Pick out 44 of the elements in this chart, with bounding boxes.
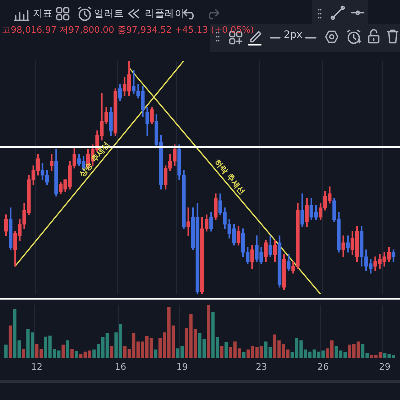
bar [70,349,74,358]
bar [344,352,347,358]
bar [356,342,360,358]
bar [180,346,184,358]
bar [13,309,17,358]
bar [273,334,277,358]
bar [312,350,316,358]
bar [246,350,250,358]
bar [295,338,299,358]
x-tick-label: 26 [318,362,330,373]
text: 지표 [33,8,53,21]
bar [88,350,92,358]
bar [264,342,268,358]
bar [75,351,78,358]
text: 리플레이 [145,8,185,21]
x-tick-label: 23 [256,362,268,373]
bar [150,338,154,358]
text: 얼러트 [94,8,124,21]
bar [224,342,228,358]
bar [154,350,158,358]
x-tick-label: 12 [31,362,43,373]
bar [101,337,105,358]
bar [207,305,210,358]
bar [30,332,34,358]
x-tick-label: 16 [114,362,127,373]
bar [123,346,127,358]
bar [132,333,136,358]
bar [388,354,392,358]
bar [198,333,202,358]
text: 2px [284,30,303,41]
chart-subtitle: 고98,016.97 저97,800.00 종97,934.52 +45.13 (+0.05%) [2,25,254,37]
bar [22,349,26,358]
bar [106,333,110,358]
bar [4,344,8,358]
bar [145,336,149,358]
x-tick-label: 29 [379,362,391,373]
bar [308,352,312,358]
bar [8,326,12,358]
bar [330,340,334,358]
x-tick-label: 19 [176,362,188,373]
bar [251,346,255,358]
bar [176,348,180,358]
bar [322,350,325,358]
bar [66,340,70,358]
